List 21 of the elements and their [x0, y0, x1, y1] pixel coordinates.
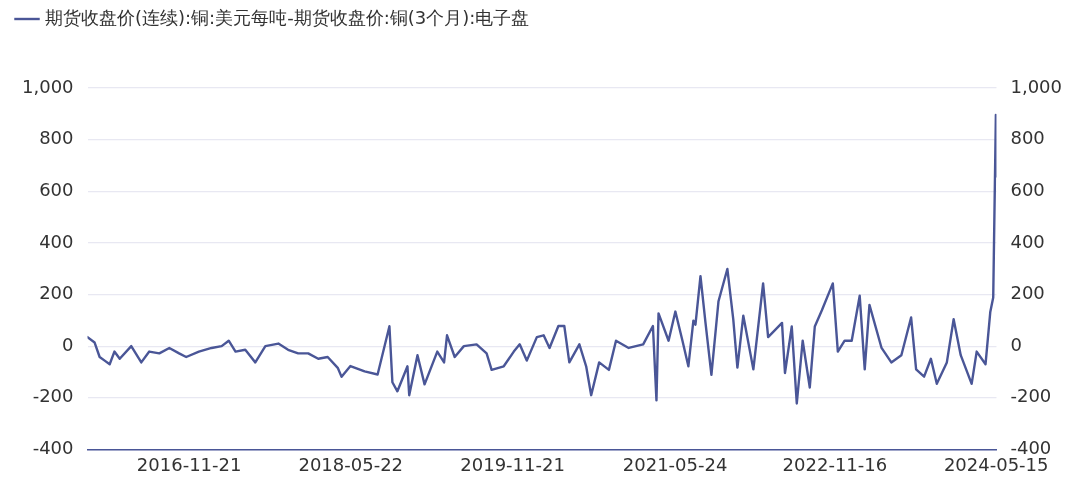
x-tick-label: 2019-11-21 — [460, 453, 565, 475]
y-tick-label: 200 — [39, 282, 74, 304]
legend-label: 期货收盘价(连续):铜:美元每吨-期货收盘价:铜(3个月):电子盘 — [45, 6, 530, 28]
y-tick-label: 800 — [39, 127, 74, 149]
y2-tick-label: 1,000 — [1010, 75, 1062, 97]
y2-tick-label: 600 — [1010, 178, 1045, 200]
x-tick-label: 2016-11-21 — [136, 453, 242, 475]
y-tick-label: -400 — [32, 437, 74, 459]
y-tick-label: 400 — [39, 230, 74, 252]
y2-tick-label: 800 — [1010, 127, 1045, 149]
y-tick-label: 1,000 — [22, 75, 74, 97]
y2-tick-label: 0 — [1010, 333, 1022, 355]
y2-tick-label: 200 — [1010, 282, 1045, 304]
y-tick-label: -200 — [32, 385, 74, 407]
y-tick-label: 600 — [39, 178, 74, 200]
y2-tick-label: 400 — [1010, 230, 1045, 252]
x-tick-label: 2021-05-24 — [622, 453, 728, 475]
x-tick-label: 2022-11-16 — [782, 453, 888, 475]
x-tick-label: 2018-05-22 — [298, 453, 404, 475]
y2-tick-label: -200 — [1010, 385, 1052, 407]
y-tick-label: 0 — [62, 333, 74, 355]
